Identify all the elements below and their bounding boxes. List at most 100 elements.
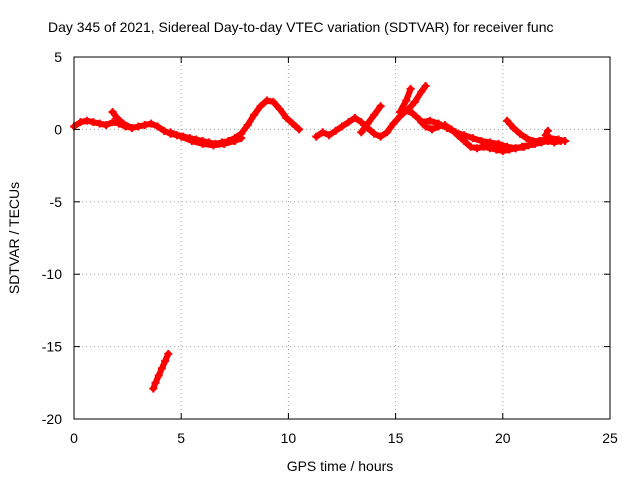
data-point [243,121,252,130]
chart-title: Day 345 of 2021, Sidereal Day-to-day VTE… [48,19,554,35]
data-point [262,96,271,105]
data-point [494,139,503,148]
y-tick-label: 5 [54,49,62,65]
data-point [112,113,121,122]
data-point [406,84,415,93]
x-tick-label: 10 [281,430,297,446]
y-axis-label: SDTVAR / TECUs [6,182,22,294]
data-point [408,109,417,118]
data-point [147,119,156,128]
data-point [140,121,149,130]
data-point [468,134,477,143]
data-point [161,357,170,366]
data-point [177,132,186,141]
data-point [318,128,327,137]
data-point [428,125,437,134]
data-point [473,144,482,153]
data-point [134,122,143,131]
data-point [395,108,404,117]
data-point [466,142,475,151]
data-point [237,134,246,143]
series-trace-11 [149,349,173,393]
data-point [515,129,524,138]
data-point [357,128,366,137]
data-point [209,141,218,150]
data-point [288,119,297,128]
data-point [357,118,366,127]
series-line [405,83,429,113]
data-point [187,136,196,145]
data-point [108,108,117,117]
data-point [198,139,207,148]
data-point [95,119,104,128]
data-point [509,123,518,132]
data-point [164,349,173,358]
x-tick-label: 25 [602,430,618,446]
data-series [70,81,569,393]
data-point [402,96,411,105]
data-point [511,144,520,153]
data-point [370,110,379,119]
data-point [160,126,169,135]
data-point [338,122,346,131]
data-point [477,136,486,145]
data-point [417,118,426,127]
y-tick-label: 0 [54,121,62,137]
data-point [102,121,111,130]
data-point [376,132,385,141]
data-point [82,116,91,125]
data-point [545,134,554,143]
series-line [109,109,135,131]
data-point [153,122,162,131]
data-point [325,131,334,140]
data-point [157,364,166,373]
data-point [370,129,379,138]
data-point [282,113,291,122]
series-trace-2 [166,128,246,150]
data-point [554,135,563,144]
y-tick-label: -20 [42,411,62,427]
data-point [149,384,158,393]
data-point [560,136,569,145]
y-tick-label: -5 [50,194,63,210]
data-point [425,116,434,125]
data-point [434,119,443,128]
x-tick-label: 0 [70,430,78,446]
series-trace-5 [357,102,385,137]
data-point [363,119,372,128]
data-point [535,136,544,145]
data-point [383,128,392,137]
series-trace-10 [541,126,552,140]
grid-lines [74,57,610,419]
data-point [256,102,265,111]
data-point [460,131,469,140]
data-point [503,142,512,151]
series-trace-7 [404,81,430,114]
data-point [410,97,419,106]
data-point [250,110,259,119]
data-point [230,136,239,145]
data-point [151,378,160,387]
data-point [275,105,284,114]
x-tick-label: 5 [177,430,185,446]
data-point [522,134,531,143]
data-point [350,113,359,122]
series-line [358,103,384,136]
data-point [376,102,385,111]
series-trace-9 [503,116,544,145]
data-point [154,371,163,380]
data-point [543,126,552,135]
data-point [485,138,494,147]
y-tick-label: -10 [42,266,62,282]
series-trace-6 [395,84,415,117]
series-trace-3 [108,108,136,132]
data-point [492,145,501,154]
data-point [119,119,128,128]
data-point [108,118,117,127]
data-point [344,118,353,127]
data-point [76,118,85,127]
data-point [127,123,136,132]
data-point [166,128,175,137]
data-point [443,123,452,132]
